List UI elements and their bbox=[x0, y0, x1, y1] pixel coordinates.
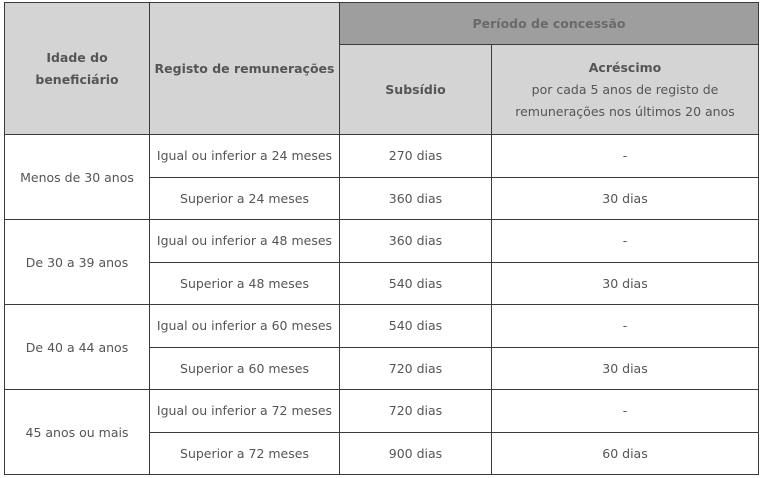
increase-cell: 30 dias bbox=[491, 346, 759, 390]
table-row: Superior a 72 meses 900 dias 60 dias bbox=[5, 431, 759, 475]
table-row: Superior a 24 meses 360 dias 30 dias bbox=[5, 176, 759, 220]
age-group-cell: De 40 a 44 anos bbox=[4, 304, 150, 390]
benefit-period-table: Idade do beneficiário Registo de remunera… bbox=[4, 2, 759, 475]
record-cell: Igual ou inferior a 24 meses bbox=[149, 134, 340, 178]
record-cell: Superior a 48 meses bbox=[149, 261, 340, 305]
record-cell: Superior a 60 meses bbox=[149, 346, 340, 390]
table-row: De 40 a 44 anos Igual ou inferior a 60 me… bbox=[4, 304, 759, 390]
increase-cell: 60 dias bbox=[491, 431, 759, 475]
header-increase-line1: por cada 5 anos de registo de bbox=[531, 81, 719, 97]
subsidy-cell: 900 dias bbox=[339, 431, 492, 475]
age-group-cell: 45 anos ou mais bbox=[4, 389, 150, 475]
record-cell: Igual ou inferior a 72 meses bbox=[149, 389, 340, 433]
table-row: Menos de 30 anos Igual ou inferior a 24 m… bbox=[4, 134, 759, 220]
increase-cell: - bbox=[491, 134, 759, 178]
increase-cell: 30 dias bbox=[491, 176, 759, 220]
header-subsidy: Subsídio bbox=[339, 44, 492, 135]
table-row: Superior a 60 meses 720 dias 30 dias bbox=[5, 346, 759, 390]
subsidy-cell: 720 dias bbox=[339, 389, 492, 433]
table-row: De 30 a 39 anos Igual ou inferior a 48 me… bbox=[4, 219, 759, 305]
subsidy-cell: 540 dias bbox=[339, 304, 492, 348]
table-row: Superior a 48 meses 540 dias 30 dias bbox=[5, 261, 759, 305]
record-cell: Superior a 72 meses bbox=[149, 431, 340, 475]
table-row: 45 anos ou mais Igual ou inferior a 72 me… bbox=[4, 389, 759, 475]
record-cell: Igual ou inferior a 48 meses bbox=[149, 219, 340, 263]
subsidy-cell: 270 dias bbox=[339, 134, 492, 178]
header-age-line2: beneficiário bbox=[35, 71, 119, 87]
age-group-cell: Menos de 30 anos bbox=[4, 134, 150, 220]
increase-cell: - bbox=[491, 304, 759, 348]
header-period: Período de concessão bbox=[339, 2, 759, 45]
header-record: Registo de remunerações bbox=[149, 2, 340, 135]
increase-cell: - bbox=[491, 389, 759, 433]
record-cell: Igual ou inferior a 60 meses bbox=[149, 304, 340, 348]
subsidy-cell: 720 dias bbox=[339, 346, 492, 390]
header-increase-line2: remunerações nos últimos 20 anos bbox=[515, 103, 735, 119]
age-group-cell: De 30 a 39 anos bbox=[4, 219, 150, 305]
record-cell: Superior a 24 meses bbox=[149, 176, 340, 220]
header-increase-title: Acréscimo bbox=[588, 59, 662, 75]
header-age-line1: Idade do bbox=[46, 49, 108, 65]
increase-cell: 30 dias bbox=[491, 261, 759, 305]
header-increase: Acréscimo por cada 5 anos de registo de … bbox=[491, 44, 759, 135]
subsidy-cell: 540 dias bbox=[339, 261, 492, 305]
header-age: Idade do beneficiário bbox=[4, 2, 150, 135]
subsidy-cell: 360 dias bbox=[339, 176, 492, 220]
increase-cell: - bbox=[491, 219, 759, 263]
subsidy-cell: 360 dias bbox=[339, 219, 492, 263]
